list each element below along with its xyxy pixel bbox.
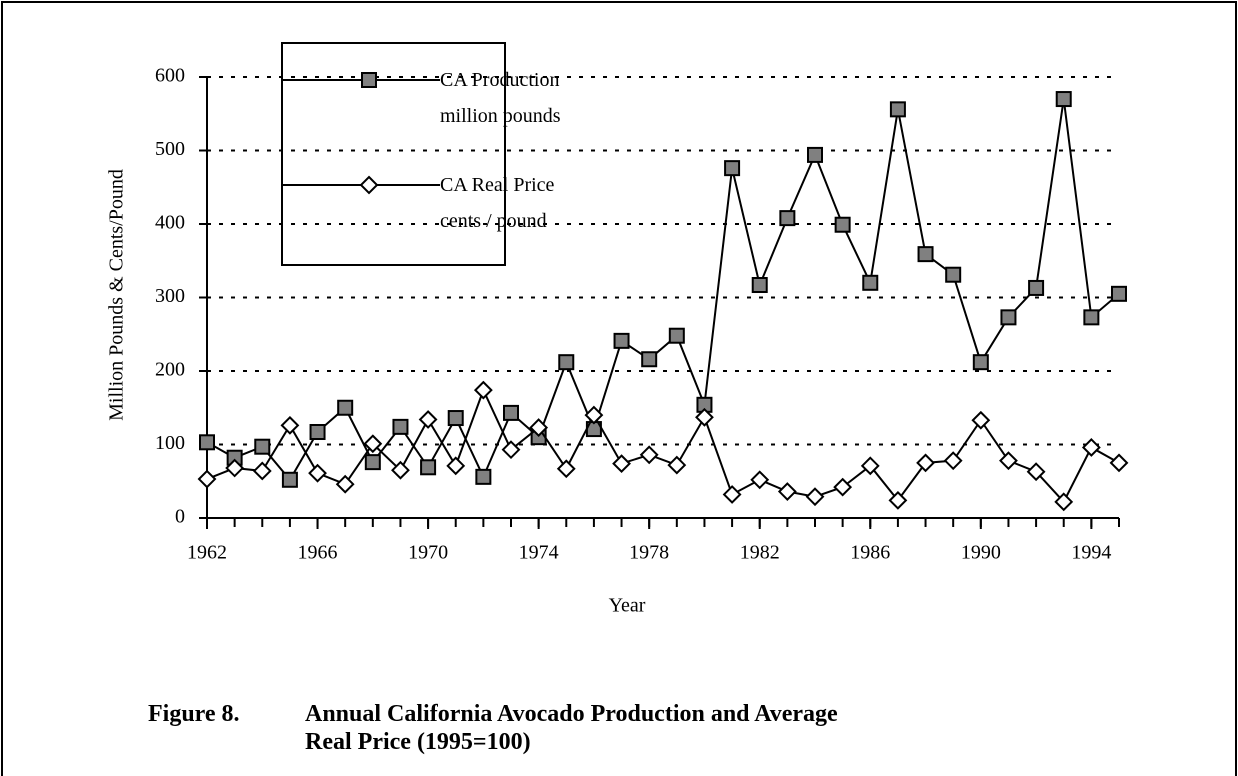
marker — [308, 463, 327, 483]
caption: Annual California Avocado Production and… — [305, 701, 838, 755]
marker — [1111, 285, 1127, 302]
marker — [281, 471, 298, 488]
marker — [359, 175, 379, 195]
x-tick-label: 1966 — [298, 542, 338, 564]
marker — [722, 485, 742, 504]
y-tick-label: 500 — [155, 138, 185, 160]
marker — [695, 407, 714, 427]
marker — [252, 461, 272, 481]
x-tick-label: 1978 — [629, 542, 669, 564]
marker — [639, 445, 659, 465]
marker — [584, 405, 604, 425]
marker — [971, 410, 991, 430]
marker — [254, 438, 271, 455]
y-axis-label: Million Pounds & Cents/Pound — [106, 169, 128, 421]
marker — [475, 468, 492, 485]
y-tick-label: 400 — [155, 212, 185, 234]
caption-label: Figure 8. — [148, 701, 240, 727]
series-line — [206, 98, 1120, 482]
marker — [418, 410, 438, 429]
marker — [860, 456, 880, 476]
x-tick-label: 1990 — [961, 542, 1001, 564]
marker — [503, 404, 519, 421]
marker — [363, 434, 383, 454]
marker — [862, 274, 879, 291]
legend-label: CA Real Price cents / pound — [440, 174, 555, 232]
marker — [972, 354, 989, 371]
marker — [392, 418, 409, 435]
x-tick-label: 1962 — [187, 542, 227, 564]
x-tick-label: 1994 — [1071, 542, 1111, 564]
marker — [917, 246, 934, 263]
marker — [473, 380, 493, 400]
y-tick-label: 200 — [155, 359, 185, 381]
marker — [641, 351, 658, 368]
marker — [225, 458, 245, 478]
marker — [1028, 279, 1045, 296]
legend-label: CA Production million pounds — [440, 69, 561, 127]
marker — [1000, 309, 1017, 326]
marker — [447, 410, 464, 427]
marker — [779, 210, 796, 227]
marker — [361, 72, 377, 88]
marker — [556, 459, 576, 479]
marker — [558, 354, 575, 371]
x-axis-label: Year — [609, 595, 646, 617]
marker — [945, 266, 962, 283]
x-tick-label: 1986 — [850, 542, 890, 564]
marker — [1055, 91, 1072, 108]
marker — [1026, 462, 1046, 482]
marker — [501, 440, 521, 460]
marker — [364, 454, 381, 471]
x-tick-label: 1982 — [740, 542, 780, 564]
marker — [337, 399, 354, 416]
marker — [199, 434, 215, 451]
marker — [805, 487, 825, 507]
marker — [613, 332, 630, 349]
marker — [999, 451, 1018, 471]
marker — [1083, 309, 1100, 326]
marker — [1109, 453, 1129, 473]
marker — [751, 277, 768, 294]
y-tick-label: 0 — [175, 506, 185, 528]
marker — [889, 101, 906, 118]
y-tick-label: 600 — [155, 65, 185, 87]
y-tick-label: 300 — [155, 285, 185, 307]
marker — [777, 482, 797, 501]
marker — [335, 474, 355, 494]
marker — [943, 451, 963, 471]
marker — [724, 160, 741, 177]
marker — [420, 459, 437, 476]
marker — [668, 327, 685, 344]
marker — [1081, 438, 1101, 457]
marker — [391, 460, 410, 480]
marker — [1054, 492, 1074, 512]
marker — [309, 424, 326, 441]
marker — [529, 418, 549, 438]
x-tick-label: 1970 — [408, 542, 448, 564]
marker — [833, 477, 853, 497]
marker — [750, 470, 770, 490]
y-tick-label: 100 — [155, 432, 185, 454]
marker — [667, 455, 687, 475]
marker — [280, 415, 300, 435]
marker — [612, 454, 631, 474]
marker — [446, 456, 466, 476]
marker — [916, 453, 935, 473]
x-tick-label: 1974 — [519, 542, 559, 564]
marker — [807, 146, 823, 163]
marker — [888, 490, 908, 510]
marker — [197, 469, 217, 489]
marker — [834, 216, 851, 233]
series-line — [206, 387, 1120, 504]
